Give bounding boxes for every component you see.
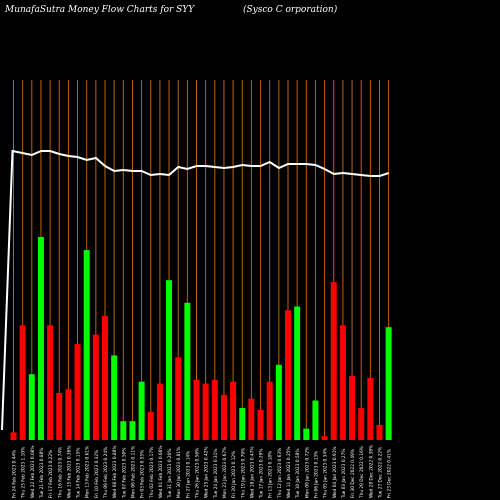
date-label: Fri 03 Feb 2023 0.55%: [140, 450, 146, 498]
date-label: Fri 06 Jan 2023 0.13%: [313, 451, 319, 498]
money-flow-bar: [120, 421, 127, 440]
money-flow-bar: [147, 411, 154, 440]
money-flow-bar: [193, 379, 200, 440]
money-flow-bar: [56, 393, 63, 440]
money-flow-bar: [92, 334, 99, 440]
money-flow-bar: [175, 357, 182, 440]
date-label: Tue 31 Jan 2023 0.20%: [167, 449, 173, 499]
money-flow-bar: [83, 250, 90, 440]
money-flow-bar: [248, 398, 255, 440]
money-flow-bar: [37, 236, 44, 440]
date-label: Fri 27 Jan 2023 0.14%: [185, 451, 191, 498]
date-label: Wed 25 Jan 2023 0.42%: [204, 446, 210, 498]
date-label: Thu 26 Jan 2023 0.56%: [195, 448, 201, 499]
date-label: Mon 13 Feb 2023 0.61%: [85, 446, 91, 498]
money-flow-bar: [102, 315, 108, 440]
date-label: Mon 09 Jan 2023 0.72%: [304, 447, 310, 498]
date-label: Thu 23 Feb 2023 1.10%: [21, 447, 27, 499]
money-flow-bar: [138, 381, 145, 440]
date-label: Tue 24 Jan 2023 0.31%: [213, 449, 219, 499]
money-flow-bar: [10, 432, 17, 440]
money-flow-bar: [358, 408, 365, 440]
date-label: Thu 12 Jan 2023 0.63%: [277, 448, 283, 499]
date-label: Wed 01 Feb 2023 0.66%: [158, 446, 164, 499]
money-flow-bar: [166, 280, 173, 440]
money-flow-bar: [321, 436, 328, 440]
money-flow-bar: [211, 379, 218, 440]
money-flow-bar: [285, 310, 291, 440]
date-label: Wed 18 Jan 2023 0.47%: [249, 446, 255, 498]
date-label: Wed 08 Feb 2023 0.88%: [112, 446, 118, 499]
money-flow-bar: [257, 409, 264, 440]
date-label: Tue 03 Jan 2023 0.27%: [341, 449, 347, 499]
date-label: Tue 14 Feb 2023 0.15%: [76, 448, 82, 499]
money-flow-bar: [230, 381, 237, 440]
date-label: Wed 28 Dec 2022 0.38%: [368, 445, 374, 498]
date-label: Wed 22 Feb 2023 0.08%: [30, 446, 36, 499]
money-flow-bar: [367, 377, 374, 440]
money-flow-bar: [184, 302, 191, 440]
date-label: Wed 11 Jan 2023 0.25%: [286, 446, 292, 498]
money-flow-bar: [349, 376, 356, 440]
date-label: Tue 17 Jan 2023 0.29%: [259, 449, 265, 499]
money-flow-bar: [385, 327, 392, 440]
date-label: Mon 23 Jan 2023 0.67%: [222, 447, 228, 498]
date-label: Tue 10 Jan 2023 0.58%: [295, 449, 301, 499]
date-label: Fri 20 Jan 2023 0.12%: [231, 451, 237, 498]
money-flow-bar: [74, 344, 81, 440]
money-flow-bar: [129, 421, 136, 440]
money-flow-bar: [303, 428, 310, 440]
money-flow-bar: [47, 325, 54, 440]
date-label: Fri 10 Feb 2023 0.32%: [94, 450, 100, 498]
date-label: Tue 07 Feb 2023 0.50%: [121, 448, 127, 499]
date-label: Tue 27 Dec 2022 0.22%: [378, 447, 384, 499]
date-label: Thu 02 Feb 2023 0.17%: [149, 447, 155, 499]
money-flow-bar: [239, 408, 246, 440]
date-label: Thu 19 Jan 2023 0.79%: [240, 448, 246, 499]
date-label: Fri 30 Dec 2022 0.49%: [350, 449, 356, 498]
date-label: Thu 29 Dec 2022 0.16%: [359, 446, 365, 499]
date-label: Thu 05 Jan 2023 0.34%: [323, 448, 329, 499]
money-flow-bar: [220, 394, 227, 440]
money-flow-bar: [19, 325, 26, 440]
date-label: Mon 30 Jan 2023 0.81%: [176, 447, 182, 498]
money-flow-bar: [330, 282, 337, 440]
money-flow-bar: [156, 383, 163, 440]
date-label: Tue 21 Feb 2023 0.88%: [39, 448, 45, 499]
date-label: Mon 06 Feb 2023 0.11%: [130, 446, 136, 498]
money-flow-bar: [202, 383, 209, 440]
date-label: Fri 13 Jan 2023 0.18%: [268, 451, 274, 498]
date-label: Thu 09 Feb 2023 0.24%: [103, 447, 109, 499]
date-label: Fri 17 Feb 2023 0.22%: [48, 450, 54, 498]
date-label: Fri 24 Feb 2023 0.44%: [12, 450, 18, 498]
date-label: Fri 23 Dec 2022 0.41%: [387, 449, 393, 498]
money-flow-bar: [294, 306, 301, 440]
money-flow-bar: [275, 364, 282, 440]
price-line: [1, 149, 390, 431]
money-flow-bar: [312, 400, 319, 440]
money-flow-bar: [111, 355, 118, 440]
money-flow-bar: [266, 381, 273, 440]
date-label: Wed 04 Jan 2023 0.91%: [332, 446, 338, 498]
money-flow-bar: [65, 389, 72, 440]
chart-title: MunafaSutra Money Flow Charts for SYY: [5, 5, 195, 15]
date-label: Thu 16 Feb 2023 0.74%: [57, 447, 63, 499]
date-label: Wed 15 Feb 2023 0.36%: [66, 446, 72, 499]
chart-subtitle: (Sysco C orporation): [243, 5, 338, 15]
money-flow-bar: [376, 424, 383, 440]
money-flow-bar: [339, 325, 346, 440]
money-flow-bar: [28, 374, 35, 440]
